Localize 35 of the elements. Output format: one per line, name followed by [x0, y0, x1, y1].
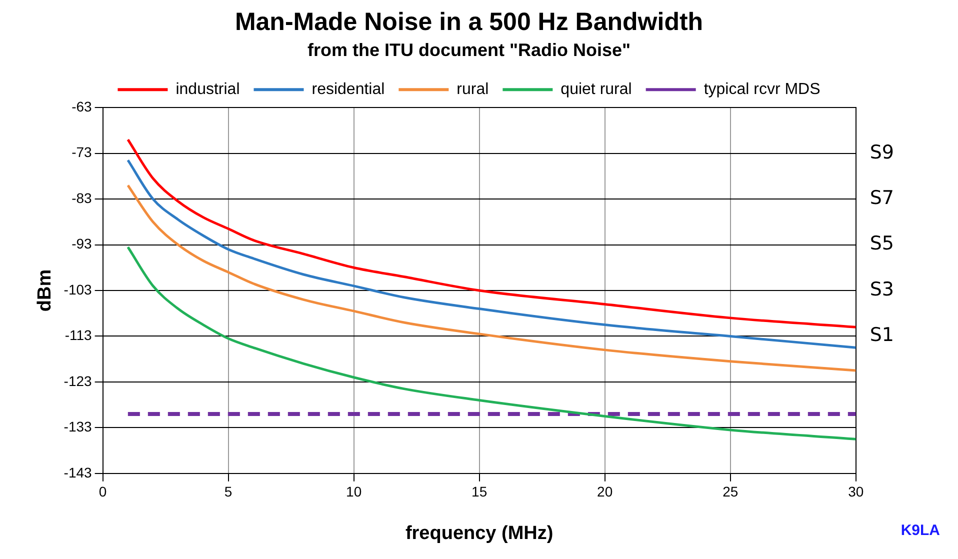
- y-tick-label: -143: [64, 464, 92, 480]
- y-tick-label: -93: [72, 236, 92, 252]
- legend-label: quiet rural: [560, 81, 632, 98]
- chart-subtitle: from the ITU document "Radio Noise": [307, 40, 631, 60]
- chart-title: Man-Made Noise in a 500 Hz Bandwidth: [234, 8, 704, 36]
- y-tick-label: -83: [72, 190, 92, 206]
- line-series: [126, 246, 856, 440]
- x-tick-label: 30: [848, 484, 864, 500]
- legend-label: rural: [456, 81, 489, 98]
- x-tick-label: 15: [472, 484, 488, 500]
- x-tick-label: 10: [346, 484, 362, 500]
- y-tick-label: -73: [72, 144, 92, 160]
- category-label: S7: [870, 186, 894, 209]
- category-label: S9: [870, 141, 894, 164]
- legend-label: residential: [312, 81, 385, 98]
- category-label: S5: [870, 232, 894, 255]
- y-tick-label: -103: [64, 281, 92, 298]
- line-series: [126, 158, 856, 349]
- y-tick-label: -123: [64, 372, 92, 389]
- x-axis-title: frequency (MHz): [405, 522, 554, 544]
- line-series: [126, 138, 856, 328]
- y-axis-title: dBm: [34, 269, 56, 312]
- x-tick-label: 25: [722, 484, 738, 500]
- line-series: [126, 184, 856, 372]
- x-tick-label: 5: [224, 484, 232, 500]
- y-tick-label: -113: [64, 327, 92, 344]
- category-label: S1: [870, 324, 894, 346]
- category-label: S3: [870, 278, 894, 300]
- legend-label: industrial: [176, 81, 240, 98]
- y-tick-label: -133: [64, 418, 92, 435]
- y-tick-label: -63: [72, 98, 92, 114]
- legend-label: typical rcvr MDS: [704, 81, 820, 98]
- x-tick-label: 20: [597, 484, 613, 500]
- text: K9LA: [900, 522, 940, 539]
- x-tick-label: 0: [98, 484, 107, 500]
